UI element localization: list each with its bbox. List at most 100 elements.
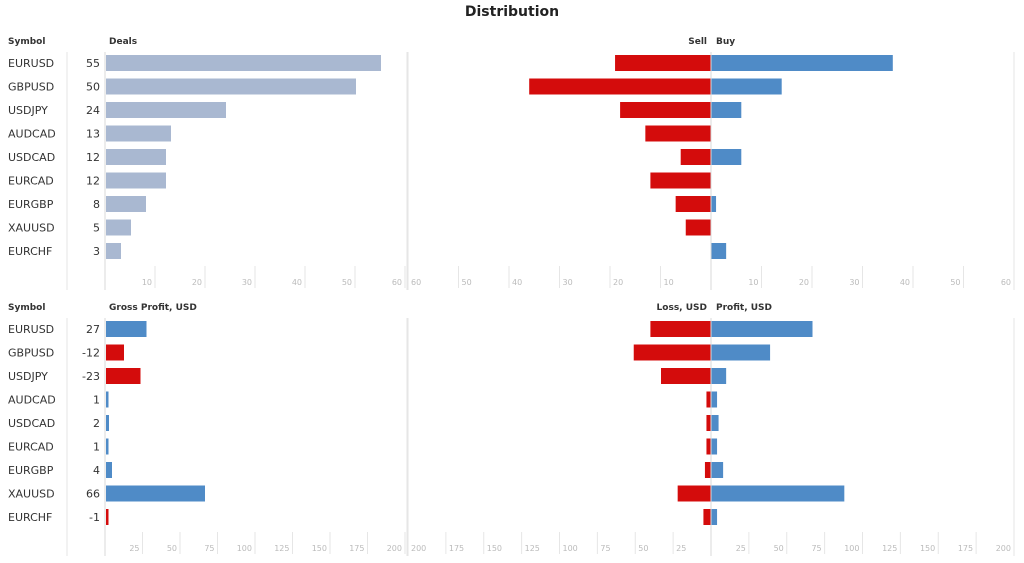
- bar-profit-usd: [711, 344, 771, 361]
- bar-profit-usd: [711, 368, 727, 384]
- symbol-label: EURGBP: [8, 198, 54, 211]
- value-label: 1: [93, 441, 100, 454]
- symbol-label: AUDCAD: [8, 128, 56, 141]
- x-tick-label: 75: [811, 544, 821, 553]
- bar: [106, 415, 109, 431]
- x-tick-label: 50: [774, 544, 784, 553]
- symbol-label: GBPUSD: [8, 347, 54, 360]
- symbol-label: USDCAD: [8, 151, 55, 164]
- x-tick-label: 175: [958, 544, 973, 553]
- value-label: -1: [89, 511, 100, 524]
- left-series-header: Sell: [688, 37, 707, 47]
- bar-sell: [675, 196, 711, 212]
- bar: [106, 438, 109, 455]
- x-tick-label: 25: [736, 544, 746, 553]
- x-tick-label: 100: [563, 544, 578, 553]
- x-tick-label: 10: [142, 278, 152, 287]
- value-label: 3: [93, 245, 100, 258]
- bar-profit-usd: [711, 321, 813, 337]
- bar-loss-usd: [677, 485, 711, 502]
- value-label: 66: [86, 488, 100, 501]
- x-tick-label: 40: [900, 278, 910, 287]
- bar: [106, 149, 166, 165]
- bar-buy: [711, 243, 727, 259]
- bar: [106, 462, 112, 478]
- x-tick-label: 125: [882, 544, 897, 553]
- x-tick-label: 50: [638, 544, 648, 553]
- bar-sell: [680, 149, 711, 165]
- bar-loss-usd: [706, 415, 711, 431]
- x-tick-label: 75: [204, 544, 214, 553]
- value-label: 13: [86, 128, 100, 141]
- x-tick-label: 125: [525, 544, 540, 553]
- bar: [106, 485, 205, 502]
- value-label: 24: [86, 104, 100, 117]
- bar-profit-usd: [711, 462, 724, 478]
- left-series-header: Loss, USD: [657, 303, 707, 313]
- symbol-label: USDJPY: [8, 104, 48, 117]
- symbol-label: EURCHF: [8, 245, 52, 258]
- symbol-label: EURCAD: [8, 175, 54, 188]
- x-tick-label: 50: [950, 278, 960, 287]
- x-tick-label: 20: [192, 278, 202, 287]
- bar: [106, 368, 141, 384]
- bar-loss-usd: [633, 344, 711, 361]
- x-tick-label: 75: [600, 544, 610, 553]
- symbol-label: EURUSD: [8, 323, 54, 336]
- bar-profit-usd: [711, 438, 718, 455]
- x-tick-label: 200: [387, 544, 402, 553]
- x-tick-label: 175: [449, 544, 464, 553]
- bar-profit-usd: [711, 485, 845, 502]
- x-tick-label: 10: [664, 278, 674, 287]
- bar: [106, 321, 147, 337]
- symbol-label: EURCAD: [8, 441, 54, 454]
- value-header: Gross Profit, USD: [109, 303, 197, 313]
- x-tick-label: 30: [849, 278, 859, 287]
- bar-buy: [711, 55, 893, 71]
- bar: [106, 344, 124, 361]
- right-series-header: Profit, USD: [716, 303, 772, 313]
- x-tick-label: 60: [411, 278, 421, 287]
- value-label: 12: [86, 151, 100, 164]
- x-tick-label: 50: [342, 278, 352, 287]
- x-tick-label: 30: [563, 278, 573, 287]
- symbol-label: EURUSD: [8, 57, 54, 70]
- symbol-label: AUDCAD: [8, 394, 56, 407]
- bar: [106, 509, 109, 525]
- bar-loss-usd: [706, 438, 711, 455]
- value-label: 8: [93, 198, 100, 211]
- x-tick-label: 10: [748, 278, 758, 287]
- bar-sell: [645, 125, 711, 142]
- x-tick-label: 50: [167, 544, 177, 553]
- bar-loss-usd: [706, 391, 711, 408]
- x-tick-label: 30: [242, 278, 252, 287]
- bar: [106, 172, 166, 189]
- x-tick-label: 200: [996, 544, 1011, 553]
- value-label: 27: [86, 323, 100, 336]
- value-label: -12: [82, 347, 100, 360]
- x-tick-label: 100: [237, 544, 252, 553]
- bar-buy: [711, 149, 742, 165]
- x-tick-label: 25: [676, 544, 686, 553]
- symbol-label: USDJPY: [8, 370, 48, 383]
- symbol-label: XAUUSD: [8, 222, 55, 235]
- symbol-label: XAUUSD: [8, 488, 55, 501]
- x-tick-label: 60: [392, 278, 402, 287]
- bar-profit-usd: [711, 415, 719, 431]
- bar-loss-usd: [703, 509, 711, 525]
- bar-profit-usd: [711, 391, 718, 408]
- bar: [106, 196, 146, 212]
- bar: [106, 78, 356, 95]
- x-tick-label: 40: [292, 278, 302, 287]
- value-label: 2: [93, 417, 100, 430]
- x-tick-label: 175: [349, 544, 364, 553]
- bar: [106, 219, 131, 236]
- bar-loss-usd: [661, 368, 711, 384]
- x-tick-label: 100: [844, 544, 859, 553]
- value-header: Deals: [109, 37, 137, 47]
- bar-sell: [620, 102, 711, 118]
- bar-sell: [529, 78, 711, 95]
- bar: [106, 243, 121, 259]
- bar-sell: [685, 219, 711, 236]
